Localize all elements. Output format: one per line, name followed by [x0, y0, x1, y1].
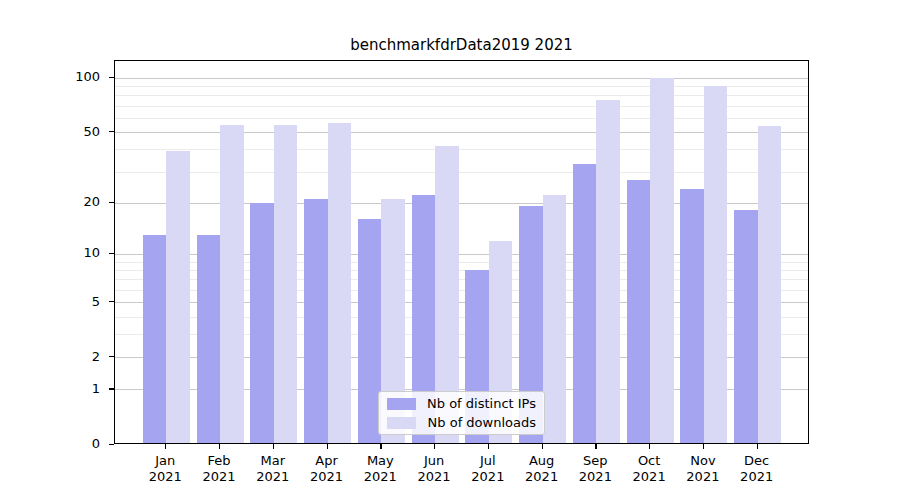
- legend-item-distinct-ips: Nb of distinct IPs: [387, 396, 536, 411]
- x-tick-label-sep: Sep2021: [565, 453, 625, 485]
- chart-title: benchmarkfdrData2019 2021: [114, 36, 809, 54]
- x-tick-mar: [273, 444, 274, 449]
- y-tick-2: [109, 356, 114, 357]
- bar-downloads-jan: [166, 151, 190, 443]
- x-tick-sep: [595, 444, 596, 449]
- y-tick-label-20: 20: [40, 195, 100, 208]
- bar-ips-oct: [627, 180, 651, 444]
- legend-swatch-downloads: [387, 417, 416, 429]
- x-tick-may: [380, 444, 381, 449]
- legend-item-downloads: Nb of downloads: [387, 415, 536, 430]
- legend-swatch-distinct-ips: [387, 398, 416, 410]
- x-tick-dec: [757, 444, 758, 449]
- x-tick-jun: [434, 444, 435, 449]
- plot-area: [114, 60, 809, 444]
- x-tick-label-mar: Mar2021: [243, 453, 303, 485]
- y-tick-label-50: 50: [40, 125, 100, 138]
- bar-downloads-sep: [596, 100, 620, 443]
- gridline-100: [115, 78, 808, 79]
- legend-label-downloads: Nb of downloads: [425, 415, 536, 430]
- x-tick-jan: [165, 444, 166, 449]
- y-tick-10: [109, 253, 114, 254]
- legend: Nb of distinct IPs Nb of downloads: [378, 391, 545, 435]
- bar-downloads-nov: [704, 86, 728, 443]
- y-tick-20: [109, 202, 114, 203]
- x-tick-label-oct: Oct2021: [619, 453, 679, 485]
- x-tick-nov: [703, 444, 704, 449]
- legend-label-distinct-ips: Nb of distinct IPs: [425, 396, 536, 411]
- x-tick-label-feb: Feb2021: [189, 453, 249, 485]
- y-tick-0: [109, 444, 114, 445]
- x-tick-label-jun: Jun2021: [404, 453, 464, 485]
- x-tick-label-jan: Jan2021: [135, 453, 195, 485]
- bar-downloads-dec: [758, 126, 782, 443]
- y-tick-1: [109, 388, 114, 389]
- y-tick-label-0: 0: [40, 437, 100, 450]
- bar-ips-apr: [304, 199, 328, 443]
- bar-ips-sep: [573, 164, 597, 443]
- x-tick-label-may: May2021: [350, 453, 410, 485]
- x-tick-jul: [488, 444, 489, 449]
- y-tick-label-10: 10: [40, 246, 100, 259]
- bar-downloads-apr: [328, 123, 352, 443]
- y-tick-5: [109, 301, 114, 302]
- x-tick-label-dec: Dec2021: [727, 453, 787, 485]
- y-tick-label-1: 1: [40, 382, 100, 395]
- x-tick-feb: [219, 444, 220, 449]
- y-tick-label-5: 5: [40, 295, 100, 308]
- bar-downloads-aug: [543, 195, 567, 443]
- x-tick-oct: [649, 444, 650, 449]
- y-tick-50: [109, 131, 114, 132]
- bar-ips-mar: [250, 203, 274, 444]
- x-tick-label-aug: Aug2021: [512, 453, 572, 485]
- y-tick-label-100: 100: [40, 70, 100, 83]
- chart-figure: benchmarkfdrData2019 2021 0125102050100 …: [0, 0, 900, 500]
- bar-ips-jan: [143, 235, 167, 444]
- x-tick-label-nov: Nov2021: [673, 453, 733, 485]
- x-tick-label-jul: Jul2021: [458, 453, 518, 485]
- x-tick-apr: [327, 444, 328, 449]
- bar-ips-dec: [734, 210, 758, 443]
- bar-downloads-mar: [274, 125, 298, 444]
- y-tick-100: [109, 77, 114, 78]
- bar-downloads-feb: [220, 125, 244, 444]
- bar-ips-feb: [197, 235, 221, 444]
- bar-ips-nov: [680, 189, 704, 444]
- x-tick-aug: [542, 444, 543, 449]
- bar-downloads-oct: [650, 78, 674, 444]
- y-tick-label-2: 2: [40, 350, 100, 363]
- x-tick-label-apr: Apr2021: [297, 453, 357, 485]
